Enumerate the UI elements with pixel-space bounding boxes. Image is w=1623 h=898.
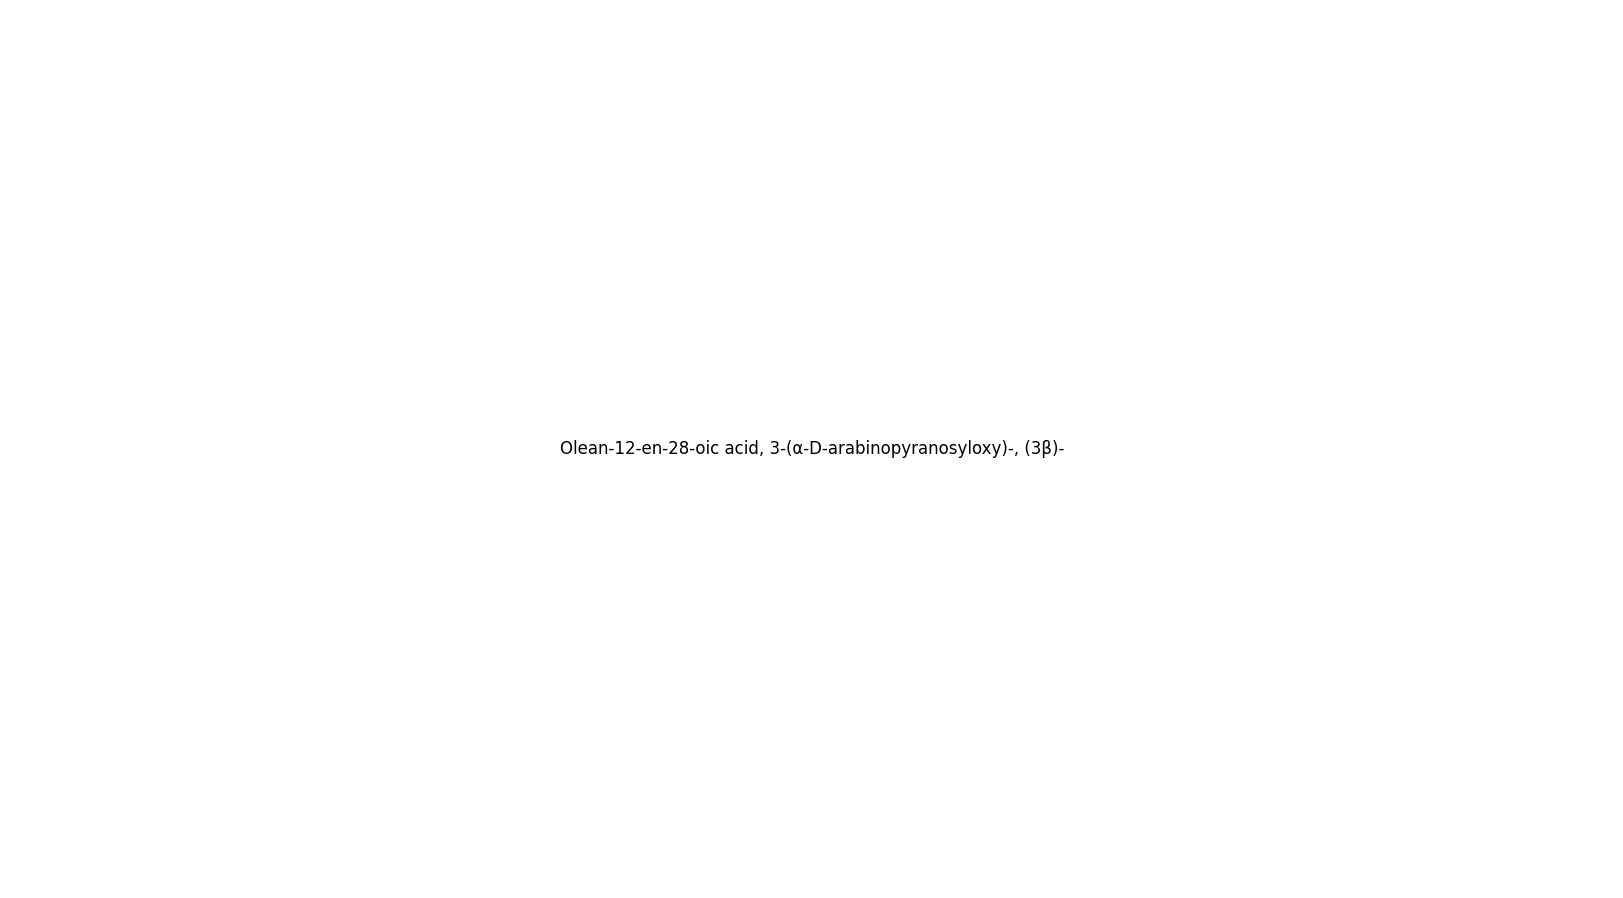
Text: Olean-12-en-28-oic acid, 3-(α-D-arabinopyranosyloxy)-, (3β)-: Olean-12-en-28-oic acid, 3-(α-D-arabinop… [560, 440, 1063, 458]
